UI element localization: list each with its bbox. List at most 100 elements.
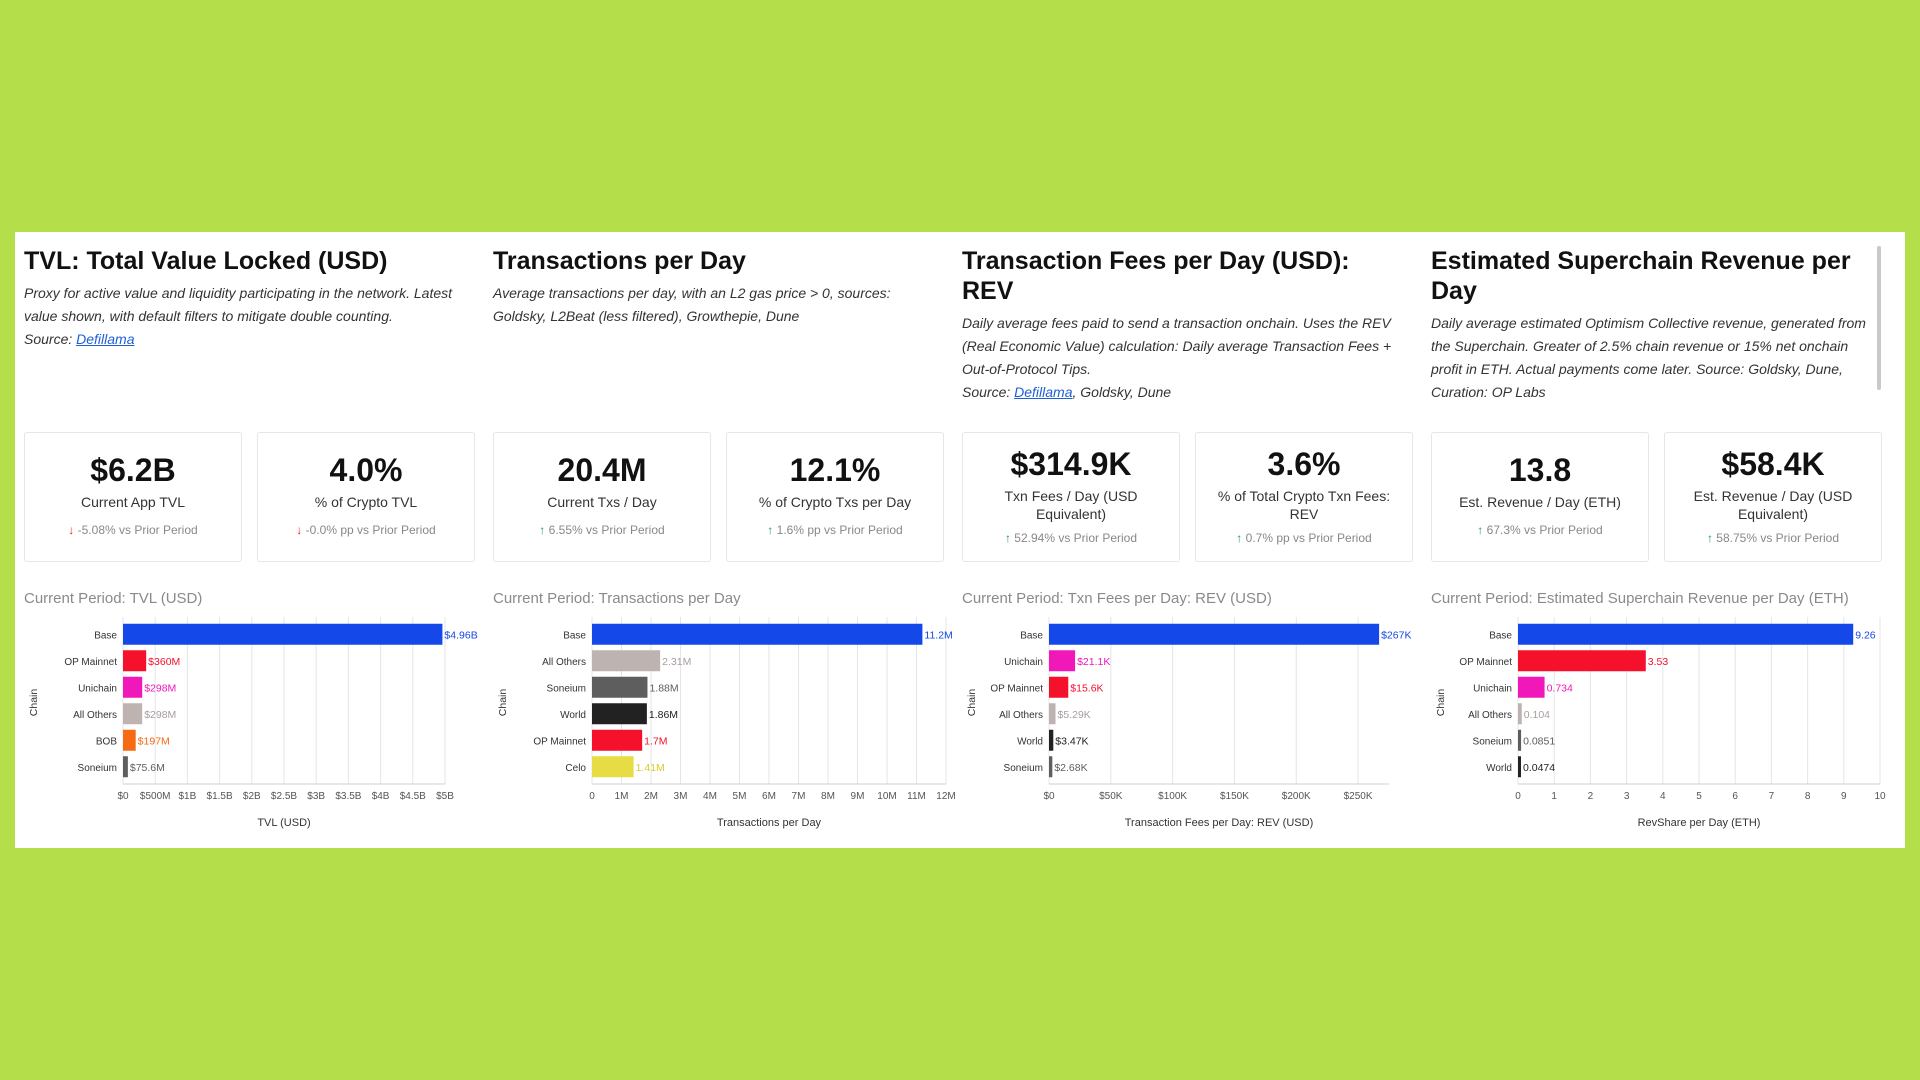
- kpi-change-text: 1.6% pp vs Prior Period: [776, 523, 903, 537]
- kpi-change-text: 0.7% pp vs Prior Period: [1245, 531, 1372, 545]
- kpi-label: Est. Revenue / Day (ETH): [1459, 494, 1621, 510]
- data-label: 1.86M: [649, 709, 678, 721]
- x-tick-label: 10: [1874, 791, 1886, 802]
- category-label: World: [1017, 736, 1043, 747]
- data-label: $21.1K: [1077, 656, 1110, 668]
- x-tick-label: 3: [1624, 791, 1630, 802]
- category-label: Base: [1020, 630, 1043, 641]
- kpi-value: 12.1%: [789, 452, 881, 488]
- data-label: 0.0851: [1523, 735, 1555, 747]
- x-tick-label: $500M: [140, 791, 171, 802]
- kpi-card: 12.1% % of Crypto Txs per Day ↑ 1.6% pp …: [726, 432, 944, 562]
- x-axis-title: Transactions per Day: [717, 817, 822, 829]
- chart-title: Current Period: Txn Fees per Day: REV (U…: [962, 590, 1272, 607]
- x-tick-label: 12M: [936, 791, 955, 802]
- bar: [1049, 676, 1069, 698]
- category-label: All Others: [73, 710, 117, 721]
- category-label: Unichain: [1473, 683, 1512, 694]
- arrow-up-icon: ↑: [767, 523, 774, 537]
- scrollbar[interactable]: [1877, 246, 1881, 390]
- bar: [123, 676, 143, 698]
- data-label: 1.7M: [644, 735, 667, 747]
- x-tick-label: 6: [1732, 791, 1738, 802]
- x-tick-label: $2B: [243, 791, 261, 802]
- bar: [123, 623, 443, 645]
- section-title: Transactions per Day: [493, 247, 746, 275]
- x-tick-label: $5B: [436, 791, 454, 802]
- bar: [1518, 729, 1522, 751]
- kpi-change-text: 52.94% vs Prior Period: [1014, 531, 1138, 545]
- category-label: Unichain: [78, 683, 117, 694]
- kpi-value: 13.8: [1508, 452, 1572, 488]
- bar: [123, 756, 128, 778]
- bar: [1518, 756, 1521, 778]
- data-label: $15.6K: [1070, 682, 1103, 694]
- x-tick-label: $1B: [179, 791, 197, 802]
- x-tick-label: $0: [1043, 791, 1055, 802]
- kpi-change: ↑ 67.3% vs Prior Period: [1432, 523, 1648, 537]
- section-description: Daily average fees paid to send a transa…: [962, 312, 1407, 404]
- y-axis-title: Chain: [497, 689, 509, 717]
- kpi-card: 3.6% % of Total Crypto Txn Fees: REV ↑ 0…: [1195, 432, 1413, 562]
- kpi-value: $58.4K: [1721, 446, 1825, 482]
- category-label: Base: [94, 630, 117, 641]
- bar: [1518, 676, 1545, 698]
- section-title: Transaction Fees per Day (USD): REV: [962, 247, 1350, 305]
- data-label: $197M: [138, 735, 170, 747]
- kpi-value: 3.6%: [1267, 446, 1341, 482]
- category-label: All Others: [542, 657, 586, 668]
- x-tick-label: 7: [1769, 791, 1775, 802]
- revenue-bar-chart: 0 1 2 3 4 5 6 7 8 9 10 Base 9.26 OP Mainnet 3.53 Unicha…: [1435, 617, 1886, 829]
- transactions-bar-chart: 0 1M 2M 3M 4M 5M 6M 7M 8M 9M 10M 11M 12M Base 11.2M All…: [497, 617, 956, 829]
- kpi-label: % of Crypto Txs per Day: [758, 494, 912, 510]
- data-label: 2.31M: [662, 656, 691, 668]
- x-tick-label: 2: [1588, 791, 1594, 802]
- x-tick-label: $4B: [372, 791, 390, 802]
- x-axis-title: Transaction Fees per Day: REV (USD): [1125, 817, 1313, 829]
- kpi-card: 4.0% % of Crypto TVL ↓ -0.0% pp vs Prior…: [257, 432, 475, 562]
- x-tick-label: 7M: [792, 791, 806, 802]
- kpi-value: 20.4M: [557, 452, 647, 488]
- x-tick-label: $250K: [1344, 791, 1373, 802]
- bar: [1049, 756, 1053, 778]
- source-link-defillama[interactable]: Defillama: [76, 331, 135, 347]
- section-title: TVL: Total Value Locked (USD): [24, 247, 388, 275]
- bar: [592, 623, 923, 645]
- chart-title: Current Period: TVL (USD): [24, 590, 203, 607]
- data-label: $360M: [148, 656, 180, 668]
- x-tick-label: $3B: [307, 791, 325, 802]
- kpi-change-text: -5.08% vs Prior Period: [77, 523, 198, 537]
- data-label: 0.734: [1547, 682, 1573, 694]
- x-tick-label: 5: [1696, 791, 1702, 802]
- kpi-card: $58.4K Est. Revenue / Day (USD Equivalen…: [1664, 432, 1882, 562]
- data-label: $2.68K: [1054, 762, 1087, 774]
- category-label: BOB: [96, 736, 117, 747]
- data-label: $298M: [144, 682, 176, 694]
- x-tick-label: 5M: [733, 791, 747, 802]
- source-link-defillama[interactable]: Defillama: [1014, 384, 1073, 400]
- data-label: 0.104: [1524, 709, 1550, 721]
- fees-bar-chart: $0 $50K $100K $150K $200K $250K Base $267K Unich…: [966, 617, 1411, 829]
- kpi-change: ↑ 52.94% vs Prior Period: [963, 531, 1179, 545]
- y-axis-title: Chain: [966, 689, 978, 717]
- kpi-label: Current Txs / Day: [547, 494, 657, 510]
- data-label: $4.96B: [444, 629, 477, 641]
- category-label: OP Mainnet: [533, 736, 586, 747]
- kpi-value: $314.9K: [1010, 446, 1132, 482]
- source-label: Source:: [962, 384, 1015, 400]
- x-tick-label: 11M: [907, 791, 926, 802]
- kpi-change-text: 6.55% vs Prior Period: [548, 523, 665, 537]
- section-title: Estimated Superchain Revenue per Day: [1431, 247, 1851, 305]
- kpi-change-text: 67.3% vs Prior Period: [1486, 523, 1603, 537]
- x-tick-label: $3.5B: [335, 791, 361, 802]
- arrow-down-icon: ↓: [68, 523, 75, 537]
- section-description: Proxy for active value and liquidity par…: [24, 282, 469, 351]
- bar: [1518, 703, 1522, 725]
- category-label: All Others: [1468, 710, 1512, 721]
- kpi-value: 4.0%: [329, 452, 403, 488]
- bar: [1518, 623, 1854, 645]
- section-description: Average transactions per day, with an L2…: [493, 285, 891, 324]
- category-label: All Others: [999, 710, 1043, 721]
- x-tick-label: $50K: [1099, 791, 1123, 802]
- kpi-change-text: 58.75% vs Prior Period: [1716, 531, 1840, 545]
